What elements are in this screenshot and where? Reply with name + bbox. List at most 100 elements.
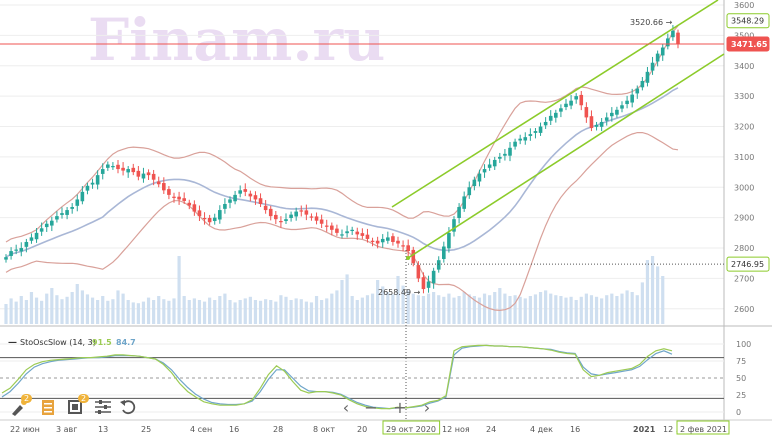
- candle-body: [60, 213, 64, 215]
- candle-body: [487, 164, 492, 168]
- volume-bar: [294, 298, 298, 324]
- zoom-out-button[interactable]: −: [362, 397, 380, 417]
- candle-body: [447, 232, 451, 249]
- bollinger-lower: [5, 132, 679, 312]
- volume-bar: [269, 300, 273, 324]
- list-icon[interactable]: [38, 397, 60, 417]
- candle-body: [177, 196, 181, 200]
- candle-body: [401, 245, 405, 247]
- candle-body: [50, 220, 54, 226]
- candle-body: [365, 234, 370, 239]
- volume-bar: [554, 295, 558, 324]
- y-tick-label: 3200: [734, 123, 754, 132]
- candle-body: [594, 125, 599, 127]
- layers-icon[interactable]: 2: [65, 394, 90, 417]
- candle-body: [386, 237, 390, 241]
- candle-body: [182, 198, 186, 201]
- candle-body: [111, 166, 115, 168]
- volume-bar: [299, 299, 303, 324]
- candle-body: [335, 228, 339, 233]
- volume-bar: [116, 290, 120, 324]
- volume-bar: [498, 288, 502, 324]
- scroll-right-button[interactable]: ›: [419, 397, 435, 417]
- volume-bar: [452, 297, 456, 324]
- volume-bar: [437, 295, 441, 324]
- candle-body: [436, 260, 441, 270]
- brush-icon[interactable]: 2: [8, 394, 33, 417]
- volume-bar: [19, 296, 23, 324]
- candle-body: [238, 190, 242, 194]
- volume-bar: [345, 274, 349, 324]
- volume-bar: [406, 290, 410, 324]
- stoch-tick-label: 25: [736, 391, 746, 400]
- settings-sliders-icon[interactable]: [92, 397, 114, 417]
- volume-bar: [421, 296, 426, 324]
- candle-body: [355, 231, 360, 235]
- candle-body: [44, 223, 49, 228]
- candle-body: [162, 183, 166, 191]
- candle-body: [207, 217, 212, 223]
- volume-bar: [559, 296, 563, 324]
- volume-bar: [661, 276, 665, 324]
- candle-body: [192, 204, 197, 212]
- volume-bar: [508, 296, 512, 324]
- candle-body: [156, 181, 161, 185]
- zoom-in-button[interactable]: +: [391, 397, 409, 417]
- volume-bar: [284, 296, 288, 324]
- candle-body: [284, 219, 288, 222]
- candle-body: [467, 187, 472, 196]
- candle-body: [233, 194, 237, 202]
- candle-body: [39, 228, 44, 232]
- volume-bar: [416, 295, 420, 324]
- candle-body: [375, 240, 380, 244]
- channel-lower-line: [407, 53, 725, 259]
- volume-bar: [70, 292, 74, 324]
- volume-bar: [9, 298, 13, 324]
- stoch-d-line: [1, 344, 673, 410]
- candle-body: [416, 265, 421, 279]
- candle-body: [126, 169, 130, 173]
- y-tick-label: 3300: [734, 92, 754, 101]
- volume-bar: [14, 301, 18, 324]
- candle-body: [472, 179, 477, 187]
- volume-bar: [472, 296, 476, 324]
- scroll-right-label: ›: [423, 397, 431, 417]
- stoch-tick-label: 50: [736, 374, 746, 383]
- candle-body: [538, 126, 543, 133]
- volume-bar: [136, 303, 140, 324]
- volume-bar: [75, 284, 79, 324]
- candle-body: [508, 147, 512, 156]
- candle-body: [640, 80, 645, 88]
- volume-bar: [213, 300, 217, 324]
- candle-body: [248, 193, 253, 197]
- x-tick-label: 13: [98, 425, 108, 434]
- candle-body: [660, 47, 665, 56]
- y-tick-label: 3100: [734, 153, 754, 162]
- volume-bar: [584, 293, 588, 324]
- candle-body: [462, 196, 466, 209]
- volume-bar: [544, 290, 548, 324]
- volume-bar: [187, 300, 191, 324]
- candle-body: [548, 115, 553, 121]
- volume-bar: [574, 300, 578, 324]
- x-tick-label: 3 авг: [56, 425, 77, 434]
- volume-bar: [304, 301, 308, 324]
- volume-bar: [533, 294, 538, 324]
- candle-body: [599, 121, 604, 127]
- candle-body: [34, 232, 39, 240]
- brush-badge: 2: [21, 394, 33, 403]
- undo-icon[interactable]: [118, 397, 140, 417]
- candle-body: [151, 173, 156, 180]
- candle-body: [559, 108, 563, 112]
- y-tick-label: 2700: [734, 274, 754, 283]
- x-tick-label: 2021: [633, 425, 656, 434]
- volume-bar: [370, 293, 375, 324]
- volume-bar: [467, 294, 471, 324]
- candle-body: [431, 270, 436, 284]
- volume-bar: [85, 294, 90, 324]
- volume-bar: [111, 299, 115, 324]
- scroll-left-button[interactable]: ‹: [338, 397, 354, 417]
- candle-body: [676, 32, 680, 44]
